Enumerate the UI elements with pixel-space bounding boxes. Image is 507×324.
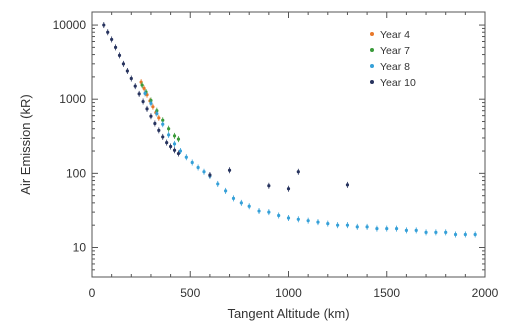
data-point bbox=[133, 84, 137, 88]
data-point bbox=[316, 220, 320, 224]
data-point bbox=[149, 101, 153, 105]
data-point bbox=[286, 187, 291, 191]
data-point bbox=[231, 196, 236, 200]
data-point bbox=[172, 134, 177, 138]
data-point bbox=[172, 142, 177, 146]
data-point bbox=[143, 91, 147, 95]
data-point bbox=[247, 204, 251, 208]
data-point bbox=[125, 69, 129, 73]
data-point bbox=[345, 223, 350, 227]
data-point bbox=[355, 225, 359, 229]
data-point bbox=[196, 165, 200, 170]
legend-marker bbox=[370, 48, 374, 52]
data-point bbox=[365, 225, 369, 229]
data-point bbox=[404, 228, 408, 233]
data-point bbox=[167, 133, 171, 137]
plot-frame bbox=[91, 11, 486, 278]
data-point bbox=[267, 210, 271, 214]
x-tick-label: 1000 bbox=[275, 286, 302, 300]
x-tick-label: 2000 bbox=[472, 286, 499, 300]
data-point bbox=[157, 128, 161, 132]
data-point bbox=[306, 219, 310, 223]
data-point bbox=[142, 86, 146, 90]
data-point bbox=[202, 170, 206, 174]
data-point bbox=[149, 114, 153, 118]
data-point bbox=[434, 230, 438, 234]
data-point bbox=[375, 226, 379, 231]
data-point bbox=[424, 230, 428, 234]
data-point bbox=[286, 216, 291, 220]
legend-marker bbox=[370, 80, 374, 84]
legend-marker bbox=[370, 64, 374, 68]
data-point bbox=[326, 222, 330, 226]
data-point bbox=[155, 111, 159, 116]
data-point bbox=[161, 122, 165, 126]
data-point bbox=[394, 226, 399, 231]
data-point bbox=[161, 135, 165, 139]
data-point bbox=[345, 183, 350, 187]
data-point bbox=[267, 184, 271, 188]
y-tick-label: 10 bbox=[73, 240, 87, 254]
data-point bbox=[224, 189, 228, 193]
data-point bbox=[110, 37, 114, 42]
data-point bbox=[453, 232, 458, 237]
data-point bbox=[227, 168, 232, 172]
legend-label: Year 10 bbox=[380, 77, 416, 89]
y-tick-label: 1000 bbox=[59, 92, 86, 106]
y-tick-label: 10000 bbox=[53, 18, 87, 32]
data-point bbox=[165, 140, 169, 145]
axis-ticks bbox=[91, 12, 486, 278]
data-point bbox=[414, 228, 418, 233]
data-point bbox=[121, 62, 126, 66]
data-point bbox=[178, 149, 183, 153]
data-point bbox=[167, 127, 171, 131]
data-point bbox=[140, 83, 144, 87]
data-point bbox=[117, 53, 122, 57]
data-point bbox=[385, 226, 389, 231]
data-point bbox=[106, 30, 110, 34]
legend-marker bbox=[370, 32, 374, 36]
data-point bbox=[257, 209, 261, 213]
legend-label: Year 4 bbox=[380, 29, 410, 41]
data-point bbox=[473, 232, 477, 237]
data-point bbox=[129, 76, 133, 81]
data-point bbox=[239, 201, 243, 205]
data-point bbox=[444, 230, 448, 234]
data-point bbox=[161, 118, 165, 122]
data-point bbox=[169, 144, 173, 149]
data-point bbox=[113, 45, 118, 49]
data-point bbox=[336, 223, 340, 227]
data-point bbox=[141, 99, 145, 104]
x-tick-label: 1500 bbox=[373, 286, 400, 300]
x-tick-label: 500 bbox=[180, 286, 200, 300]
data-point bbox=[184, 155, 188, 159]
data-point bbox=[153, 121, 157, 126]
legend-label: Year 7 bbox=[380, 45, 410, 57]
x-tick-label: 0 bbox=[89, 286, 96, 300]
data-point bbox=[463, 232, 467, 237]
data-point bbox=[145, 107, 149, 111]
data-point bbox=[157, 116, 161, 120]
data-point bbox=[176, 151, 181, 156]
data-point bbox=[216, 182, 220, 186]
data-point bbox=[277, 213, 281, 218]
data-point bbox=[296, 170, 300, 174]
y-tick-label: 100 bbox=[66, 166, 86, 180]
data-point bbox=[102, 23, 106, 27]
legend: Year 4 Year 7 Year 8 Year 10 bbox=[370, 29, 416, 89]
legend-label: Year 8 bbox=[380, 61, 410, 73]
y-axis-title: Air Emission (kR) bbox=[18, 94, 33, 194]
data-points bbox=[102, 22, 477, 238]
data-point bbox=[137, 92, 141, 96]
data-point bbox=[208, 173, 212, 177]
axis-tick-labels: 0 500 1000 1500 2000 10 100 1000 10000 bbox=[53, 18, 499, 300]
data-point bbox=[172, 148, 177, 152]
data-point bbox=[176, 137, 181, 141]
data-point bbox=[296, 217, 300, 221]
data-point bbox=[151, 105, 155, 109]
x-axis-title: Tangent Altitude (km) bbox=[227, 306, 349, 321]
data-point bbox=[190, 160, 194, 165]
